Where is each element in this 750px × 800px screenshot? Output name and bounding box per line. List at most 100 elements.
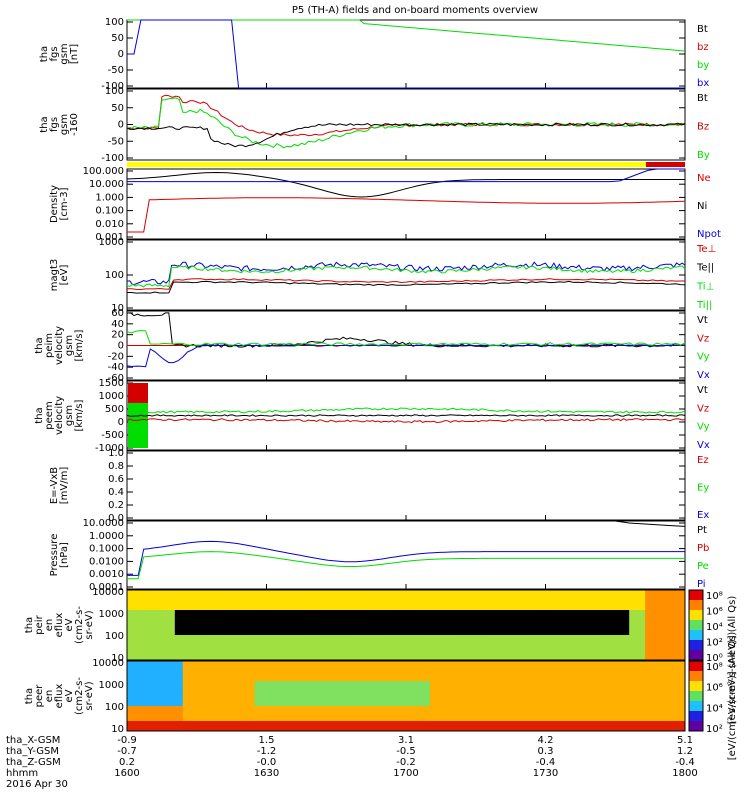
spectrogram-cell (453, 640, 463, 646)
spectrogram-cell (429, 630, 439, 636)
spectrogram-cell (406, 716, 415, 722)
spectrogram-cell (150, 630, 160, 636)
spectrogram-cell (509, 726, 519, 732)
spectrogram-cell (517, 691, 527, 697)
spectrogram-cell (677, 696, 686, 702)
spectrogram-cell (366, 635, 375, 641)
spectrogram-cell (342, 696, 351, 702)
spectrogram-cell (621, 625, 630, 631)
spectrogram-cell (493, 645, 503, 651)
spectrogram-cell (270, 706, 279, 712)
spectrogram-cell (127, 645, 136, 651)
spectrogram-cell (525, 701, 535, 707)
colorbar-tick-label: 10² (706, 724, 723, 735)
spectrogram-cell (653, 620, 662, 626)
colorbar-tick-label: 10⁰ (706, 653, 723, 664)
spectrogram-cell (477, 716, 487, 722)
spectrogram-cell (637, 696, 646, 702)
spectrogram-cell (477, 696, 487, 702)
spectrogram-cell (517, 666, 527, 672)
spectrogram-cell (573, 630, 582, 636)
spectrogram-cell (134, 721, 144, 727)
spectrogram-cell (477, 615, 487, 621)
spectrogram-cell (621, 661, 630, 667)
legend-entry: Pb (697, 543, 709, 554)
spectrogram-cell (605, 696, 614, 702)
spectrogram-cell (661, 610, 670, 616)
spectrogram-cell (342, 620, 351, 626)
spectrogram-cell (142, 711, 152, 717)
y-tick-label: 0 (118, 49, 124, 60)
status-bar-yellow (127, 162, 646, 167)
spectrogram-cell (254, 666, 264, 672)
spectrogram-cell (493, 691, 503, 697)
spectrogram-cell (374, 635, 383, 641)
spectrogram-cell (637, 630, 646, 636)
spectrogram-cell (134, 666, 144, 672)
spectrogram-cell (525, 650, 535, 656)
spectrogram-cell (238, 620, 248, 626)
spectrogram-cell (573, 661, 582, 667)
spectrogram-cell (254, 706, 264, 712)
y-tick-label: 0.100 (95, 206, 124, 217)
spectrogram-cell (565, 711, 574, 717)
y-axis-label: tha (24, 688, 35, 704)
spectrogram-cell (533, 726, 543, 732)
spectrogram-cell (334, 711, 343, 717)
spectrogram-cell (390, 676, 399, 682)
spectrogram-cell (246, 630, 256, 636)
spectrogram-cell (382, 706, 391, 712)
spectrogram-cell (286, 610, 295, 616)
spectrogram-cell (310, 610, 319, 616)
spectrogram-cell (190, 605, 200, 611)
spectrogram-cell (413, 681, 423, 687)
spectrogram-cell (557, 661, 566, 667)
y-axis-label: tha (34, 337, 45, 353)
spectrogram-cell (421, 650, 431, 656)
spectrogram-cell (485, 716, 495, 722)
spectrogram-cell (142, 691, 152, 697)
spectrogram-cell (621, 691, 630, 697)
spectrogram-cell (485, 610, 495, 616)
spectrogram-cell (629, 716, 638, 722)
spectrogram-cell (525, 706, 535, 712)
spectrogram-cell (645, 595, 654, 601)
spectrogram-cell (613, 605, 622, 611)
spectrogram-cell (142, 661, 152, 667)
spectrogram-cell (398, 595, 407, 601)
spectrogram-cell (573, 655, 582, 661)
spectrogram-cell (262, 666, 271, 672)
spectrogram-cell (342, 716, 351, 722)
spectrogram-cell (366, 640, 375, 646)
spectrogram-cell (286, 686, 295, 692)
colorbar-segment (689, 610, 703, 621)
spectrogram-cell (342, 676, 351, 682)
spectrogram-cell (310, 590, 319, 596)
spectrogram-cell (294, 671, 303, 677)
spectrogram-cell (278, 630, 287, 636)
spectrogram-cell (230, 640, 240, 646)
spectrogram-cell (142, 630, 152, 636)
spectrogram-cell (150, 640, 160, 646)
spectrogram-cell (549, 666, 558, 672)
spectrogram-cell (382, 590, 391, 596)
spectrogram-cell (541, 681, 550, 687)
spectrogram-cell (453, 691, 463, 697)
spectrogram-cell (182, 600, 192, 606)
spectrogram-cell (541, 615, 550, 621)
spectrogram-cell (565, 625, 574, 631)
footer-value: 1630 (254, 768, 279, 779)
spectrogram-cell (190, 595, 200, 601)
spectrogram-cell (437, 595, 447, 601)
spectrogram-cell (254, 620, 264, 626)
spectrogram-cell (182, 681, 192, 687)
spectrogram-cell (645, 726, 654, 732)
spectrogram-cell (677, 640, 686, 646)
spectrogram-cell (565, 620, 574, 626)
spectrogram-cell (557, 721, 566, 727)
spectrogram-cell (318, 650, 327, 656)
spectrogram-cell (669, 620, 678, 626)
spectrogram-cell (134, 701, 144, 707)
spectrogram-cell (166, 630, 176, 636)
